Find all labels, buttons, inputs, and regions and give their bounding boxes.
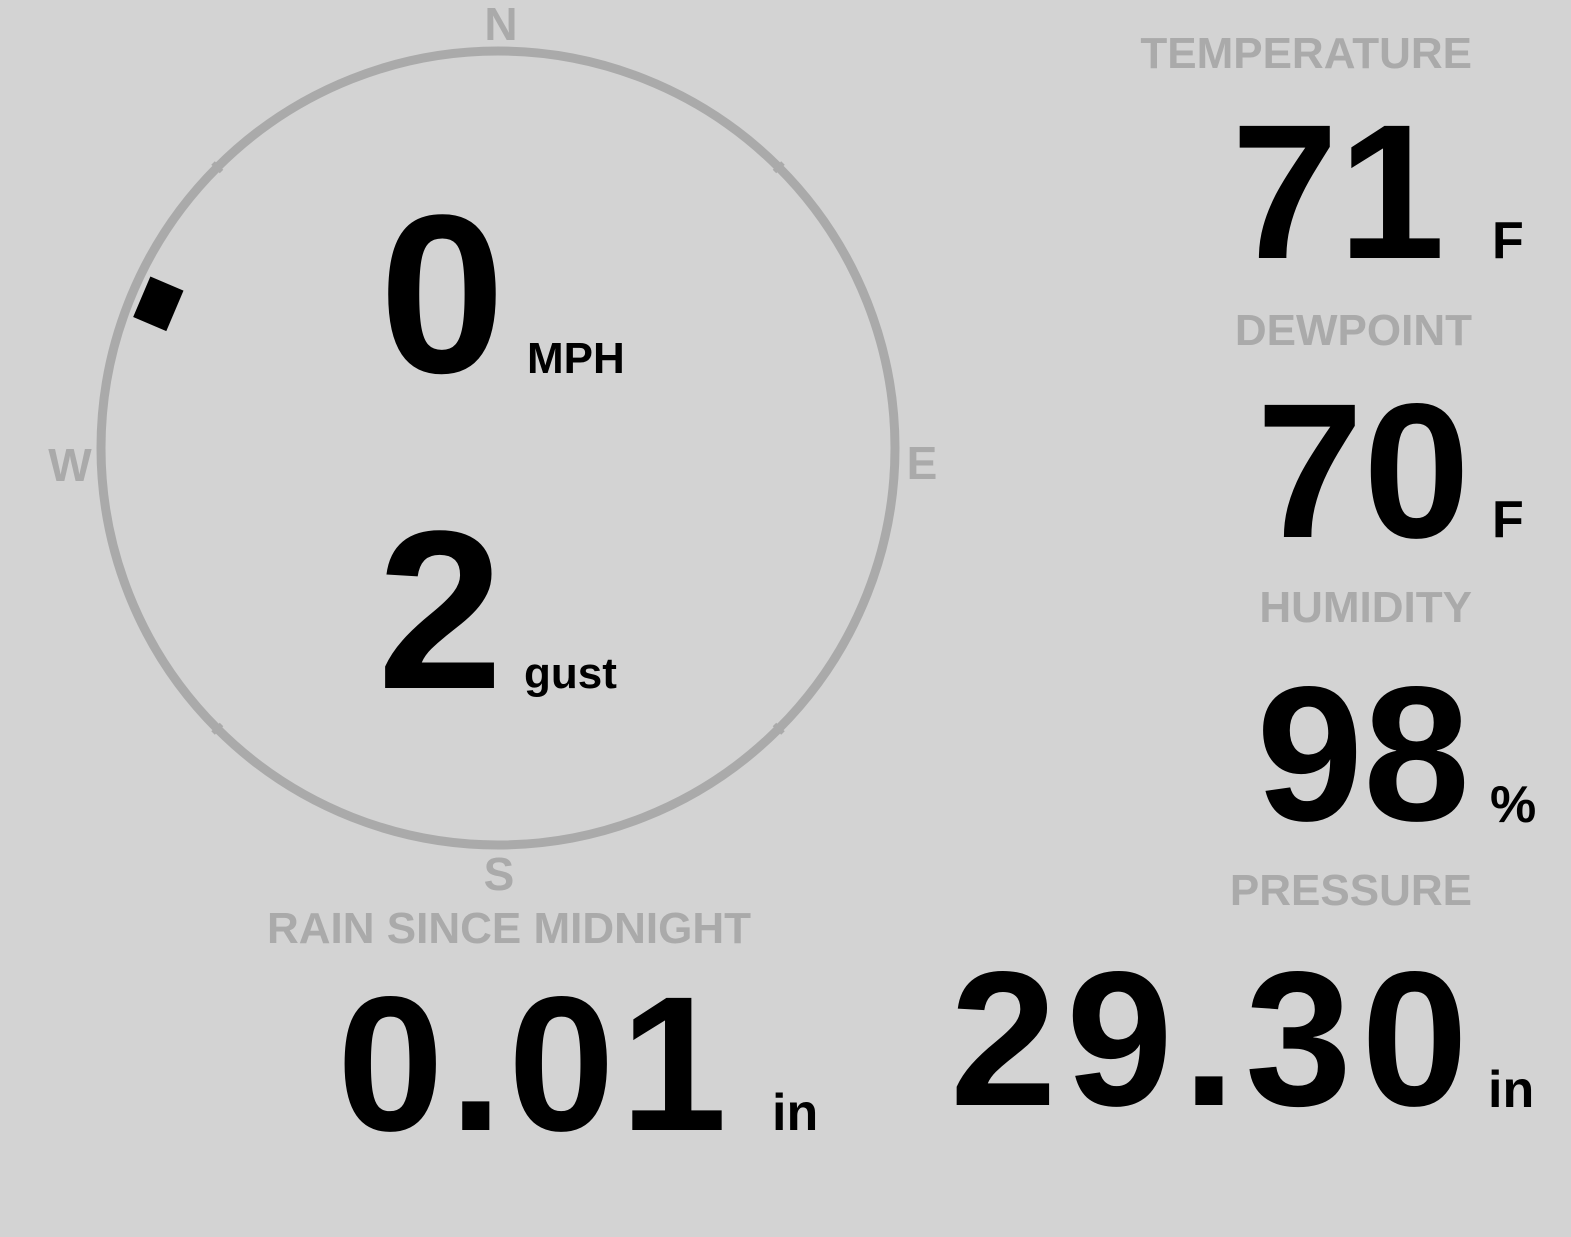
wind-compass: N E S W 0 MPH 2 gust [48,0,937,900]
wind-speed-value: 0 [379,167,505,420]
compass-ring [96,46,900,850]
dewpoint-unit: F [1492,491,1524,549]
compass-west-label: W [48,439,92,491]
compass-east-label: E [907,437,938,489]
rain-label: RAIN SINCE MIDNIGHT [267,904,751,953]
wind-speed-unit: MPH [527,334,625,383]
compass-north-label: N [484,0,517,50]
compass-tick [211,722,224,735]
dewpoint-value: 70 [1256,363,1470,578]
dewpoint-label: DEWPOINT [1235,306,1472,355]
humidity-panel: HUMIDITY 98 % [1256,583,1536,861]
dewpoint-panel: DEWPOINT 70 F [1235,306,1524,578]
compass-south-label: S [484,848,515,900]
temperature-panel: TEMPERATURE 71 F [1140,29,1523,299]
pressure-value: 29.30 [950,931,1468,1146]
compass-tick [211,161,224,174]
pressure-label: PRESSURE [1230,866,1472,915]
compass-tick [772,722,785,735]
temperature-unit: F [1492,212,1524,270]
humidity-unit: % [1490,776,1536,834]
compass-ticks [211,161,785,735]
rain-value: 0.01 [337,956,727,1171]
humidity-value: 98 [1256,646,1470,861]
pressure-panel: PRESSURE 29.30 in [950,866,1534,1146]
compass-tick [772,161,785,174]
rain-panel: RAIN SINCE MIDNIGHT 0.01 in [267,904,818,1171]
wind-gust-value: 2 [377,483,503,736]
rain-unit: in [772,1084,818,1142]
temperature-label: TEMPERATURE [1140,29,1472,78]
wind-gust-unit: gust [524,649,617,698]
pressure-unit: in [1488,1061,1534,1119]
wind-direction-marker [133,276,184,332]
temperature-value: 71 [1231,84,1445,299]
humidity-label: HUMIDITY [1259,583,1472,632]
